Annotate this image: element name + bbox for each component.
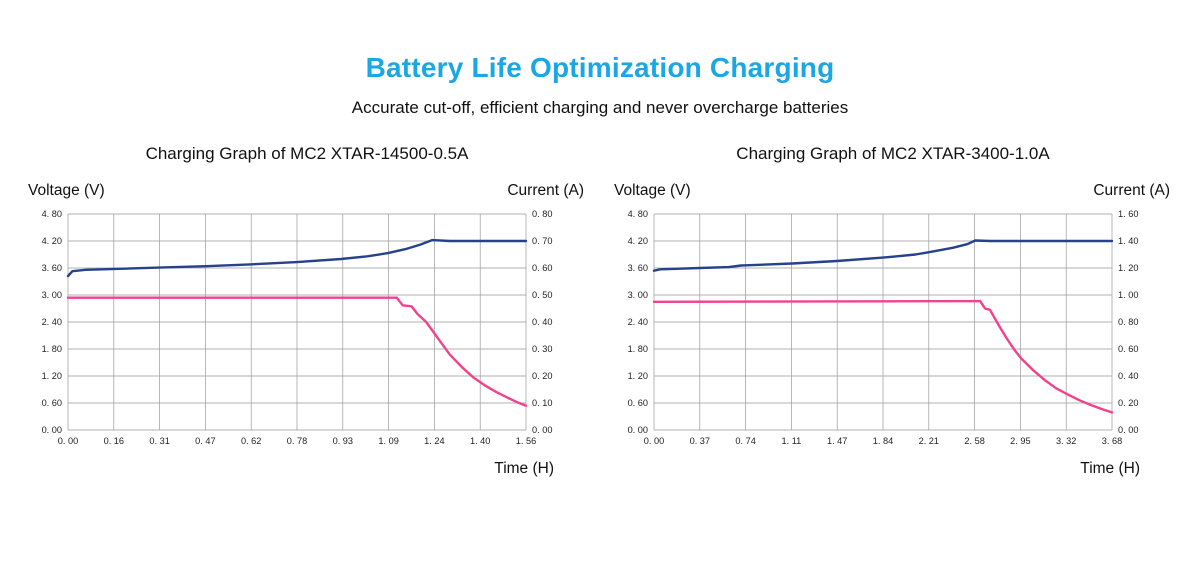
x-tick: 0. 47 — [195, 436, 215, 446]
y-left-tick: 4. 80 — [42, 209, 62, 219]
x-tick: 1. 47 — [827, 436, 847, 446]
y-left-tick: 1. 20 — [42, 371, 62, 381]
x-tick: 1. 56 — [516, 436, 536, 446]
charts-row: Charging Graph of MC2 XTAR-14500-0.5A Vo… — [0, 144, 1200, 478]
y-left-tick: 0. 60 — [628, 398, 648, 408]
x-tick: 0. 74 — [735, 436, 755, 446]
y-left-tick: 1. 20 — [628, 371, 648, 381]
voltage-line — [652, 239, 1114, 272]
grid — [653, 213, 1113, 431]
y-left-tick: 0. 60 — [42, 398, 62, 408]
x-tick: 2. 58 — [964, 436, 984, 446]
x-tick: 0. 16 — [104, 436, 124, 446]
y-right-tick: 0. 80 — [532, 209, 552, 219]
y-right-tick: 1. 40 — [1118, 236, 1138, 246]
y-left-tick: 3. 00 — [628, 290, 648, 300]
y-left-tick: 4. 20 — [628, 236, 648, 246]
x-tick: 1. 11 — [782, 436, 802, 446]
page-title: Battery Life Optimization Charging — [365, 52, 835, 83]
axis-labels-right-chart: Voltage (V) Current (A) — [612, 182, 1174, 206]
axis-labels-left-chart: Voltage (V) Current (A) — [26, 182, 588, 206]
y-right-tick: 0. 20 — [1118, 398, 1138, 408]
x-tick: 0. 37 — [690, 436, 710, 446]
y-left-tick: 3. 00 — [42, 290, 62, 300]
x-tick: 2. 95 — [1010, 436, 1030, 446]
charging-graph-left: 4. 80 0. 80 4. 20 0. 70 3. 60 0. 60 3. 00 0. 50… — [42, 209, 553, 446]
x-tick: 0. 00 — [58, 436, 78, 446]
y-left-tick: 4. 80 — [628, 209, 648, 219]
voltage-axis-label: Voltage (V) — [28, 182, 105, 199]
current-axis-label: Current (A) — [507, 182, 584, 199]
x-tick: 3. 32 — [1056, 436, 1076, 446]
y-left-tick: 0. 00 — [42, 425, 62, 435]
y-right-tick: 1. 20 — [1118, 263, 1138, 273]
page-subtitle: Accurate cut-off, efficient charging and… — [351, 98, 849, 117]
chart-title-left: Charging Graph of MC2 XTAR-14500-0.5A — [145, 144, 469, 163]
chart-block-right: Charging Graph of MC2 XTAR-3400-1.0A Vol… — [612, 144, 1174, 478]
y-left-tick: 1. 80 — [628, 344, 648, 354]
x-tick: 1. 84 — [873, 436, 893, 446]
y-left-tick: 1. 80 — [42, 344, 62, 354]
y-right-tick: 0. 60 — [532, 263, 552, 273]
x-tick: 3. 68 — [1102, 436, 1122, 446]
y-right-tick: 0. 80 — [1118, 317, 1138, 327]
y-left-tick: 0. 00 — [628, 425, 648, 435]
y-left-tick: 2. 40 — [628, 317, 648, 327]
y-right-tick: 1. 00 — [1118, 290, 1138, 300]
current-line — [652, 299, 1114, 414]
x-tick: 0. 31 — [149, 436, 169, 446]
y-right-tick: 0. 10 — [532, 398, 552, 408]
grid — [67, 213, 527, 431]
y-right-tick: 1. 60 — [1118, 209, 1138, 219]
chart-title-right: Charging Graph of MC2 XTAR-3400-1.0A — [736, 144, 1050, 163]
x-tick: 1. 09 — [378, 436, 398, 446]
y-right-tick: 0. 20 — [532, 371, 552, 381]
time-axis-label: Time (H) — [494, 460, 554, 477]
voltage-axis-label: Voltage (V) — [614, 182, 691, 199]
chart-block-left: Charging Graph of MC2 XTAR-14500-0.5A Vo… — [26, 144, 588, 478]
x-tick: 0. 00 — [644, 436, 664, 446]
y-right-tick: 0. 60 — [1118, 344, 1138, 354]
charging-graph-right: 4. 80 1. 60 4. 20 1. 40 3. 60 1. 20 3. 00 1. 00… — [628, 209, 1139, 446]
voltage-line — [66, 238, 528, 278]
y-right-tick: 0. 40 — [1118, 371, 1138, 381]
x-tick: 0. 93 — [333, 436, 353, 446]
y-right-tick: 0. 70 — [532, 236, 552, 246]
y-left-tick: 4. 20 — [42, 236, 62, 246]
y-right-tick: 0. 50 — [532, 290, 552, 300]
y-right-tick: 0. 30 — [532, 344, 552, 354]
y-right-tick: 0. 00 — [1118, 425, 1138, 435]
x-tick: 2. 21 — [919, 436, 939, 446]
y-left-tick: 2. 40 — [42, 317, 62, 327]
y-left-tick: 3. 60 — [628, 263, 648, 273]
current-line — [66, 296, 528, 407]
y-right-tick: 0. 40 — [532, 317, 552, 327]
x-tick: 1. 24 — [424, 436, 444, 446]
y-left-tick: 3. 60 — [42, 263, 62, 273]
x-tick: 0. 62 — [241, 436, 261, 446]
y-right-tick: 0. 00 — [532, 425, 552, 435]
x-tick: 0. 78 — [287, 436, 307, 446]
time-axis-label: Time (H) — [1080, 460, 1140, 477]
x-tick: 1. 40 — [470, 436, 490, 446]
current-axis-label: Current (A) — [1093, 182, 1170, 199]
